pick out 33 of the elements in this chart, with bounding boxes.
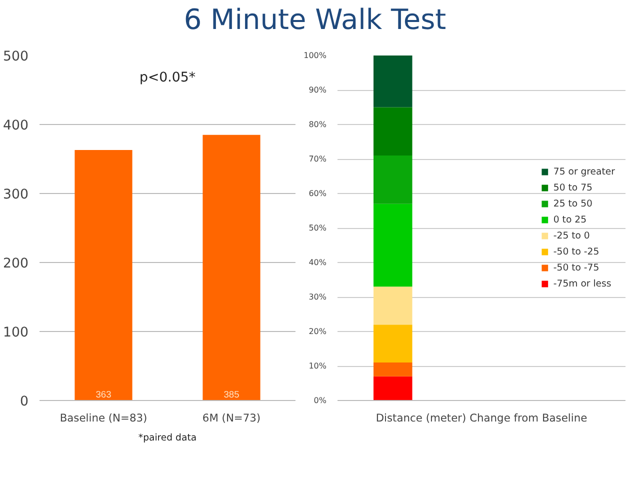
y-tick-label: 0% xyxy=(314,396,327,405)
y-tick-label: 400 xyxy=(3,118,29,134)
y-tick-label: 70% xyxy=(308,154,327,164)
y-tick-label: 500 xyxy=(3,50,29,64)
y-tick-label: 20% xyxy=(308,327,327,336)
y-tick-label: 300 xyxy=(3,188,29,202)
legend-label: -75m or less xyxy=(553,278,612,289)
legend-label: 50 to 75 xyxy=(553,182,592,193)
legend-label: -50 to -75 xyxy=(553,262,600,273)
y-tick-label: 10% xyxy=(308,362,327,370)
legend-label: 75 or greater xyxy=(553,166,615,177)
legend-label: -50 to -25 xyxy=(553,246,600,257)
annotation: p<0.05* xyxy=(140,70,196,86)
y-tick-label: 50% xyxy=(308,224,327,232)
y-tick-label: 40% xyxy=(308,258,327,267)
y-tick-label: 0 xyxy=(20,394,29,410)
x-tick-label: Baseline (N=83) xyxy=(60,412,148,424)
legend-label: -25 to 0 xyxy=(553,230,590,241)
y-tick-label: 80% xyxy=(308,120,327,129)
legend-label: 0 to 25 xyxy=(553,214,587,225)
y-tick-label: 30% xyxy=(308,292,327,302)
y-tick-label: 100 xyxy=(3,326,29,340)
y-tick-label: 100% xyxy=(304,51,327,60)
x-tick-label: 6M (N=73) xyxy=(202,412,261,424)
y-tick-label: 60% xyxy=(308,189,327,198)
data-label: 363 xyxy=(96,390,112,400)
y-tick-label: 200 xyxy=(3,256,29,272)
x-axis-title: Distance (meter) Change from Baseline xyxy=(376,412,588,424)
text: *paired data xyxy=(138,432,197,444)
legend-label: 25 to 50 xyxy=(553,198,592,209)
chart-title: 6 Minute Walk Test xyxy=(184,2,446,38)
y-tick-label: 90% xyxy=(308,86,327,94)
data-label: 385 xyxy=(224,390,240,400)
